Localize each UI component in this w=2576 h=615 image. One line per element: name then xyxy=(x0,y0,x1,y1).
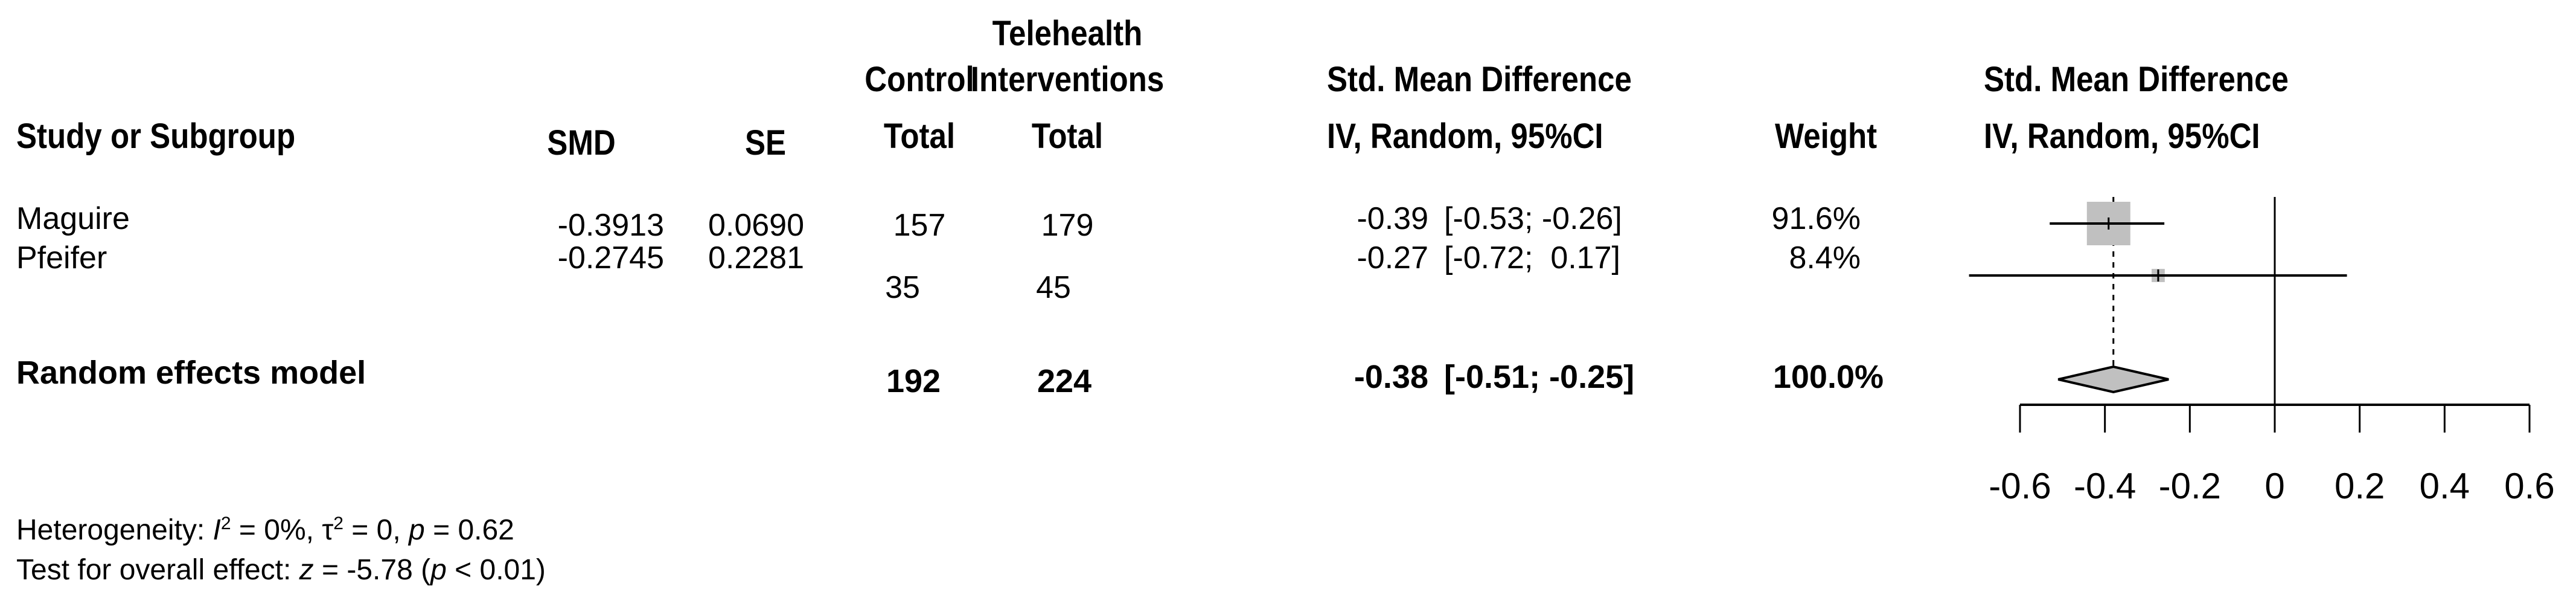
x-tick-label: 0.4 xyxy=(2419,466,2470,506)
effect-ci: [-0.72; 0.17] xyxy=(1444,240,1620,275)
header-tele-bottom: Total xyxy=(1031,117,1104,156)
overall-effect-text: Test for overall effect: z = -5.78 (p < … xyxy=(16,554,546,586)
header-se: SE xyxy=(744,123,787,163)
header-plot-bottom: IV, Random, 95%CI xyxy=(1984,117,2260,156)
control-total: 35 xyxy=(885,270,920,305)
header-study: Study or Subgroup xyxy=(16,117,296,156)
weight-value: 8.4% xyxy=(1789,240,1861,275)
tele-total: 45 xyxy=(1036,270,1071,305)
header-tele-top2: Interventions xyxy=(970,60,1165,99)
header-control-bottom: Total xyxy=(883,117,956,156)
header-smd: SMD xyxy=(547,123,616,163)
x-tick-label: 0.6 xyxy=(2504,466,2555,506)
x-tick-label: 0.2 xyxy=(2334,466,2385,506)
header-tele-top1: Telehealth xyxy=(992,14,1143,53)
heterogeneity-text: Heterogeneity: I2 = 0%, τ2 = 0, p = 0.62 xyxy=(16,514,514,546)
se-value: 0.0690 xyxy=(708,208,804,243)
header-weight: Weight xyxy=(1775,117,1878,156)
x-tick-label: -0.4 xyxy=(2073,466,2137,506)
x-tick-label: 0 xyxy=(2264,466,2285,506)
study-name: Maguire xyxy=(16,201,130,236)
study-name: Pfeifer xyxy=(16,240,107,275)
pooled-tele-total: 224 xyxy=(1037,363,1092,399)
pooled-ci: [-0.51; -0.25] xyxy=(1444,359,1635,395)
weight-value: 91.6% xyxy=(1771,201,1861,236)
header-effect-bottom: IV, Random, 95%CI xyxy=(1327,117,1603,156)
control-total: 157 xyxy=(893,208,946,243)
header-control-top: Control xyxy=(865,60,974,99)
header-effect-top: Std. Mean Difference xyxy=(1327,60,1632,99)
pooled-control-total: 192 xyxy=(886,363,941,399)
pooled-weight: 100.0% xyxy=(1772,359,1884,395)
pooled-estimate: -0.38 xyxy=(1354,359,1428,395)
tele-total: 179 xyxy=(1041,208,1094,243)
effect-ci: [-0.53; -0.26] xyxy=(1444,201,1622,236)
se-value: 0.2281 xyxy=(708,240,804,275)
x-tick-label: -0.6 xyxy=(1989,466,2051,506)
smd-value: -0.3913 xyxy=(557,208,664,243)
effect-estimate: -0.27 xyxy=(1357,240,1428,275)
pooled-label: Random effects model xyxy=(16,355,366,391)
x-tick-label: -0.2 xyxy=(2158,466,2222,506)
pooled-diamond xyxy=(2057,365,2169,394)
header-plot-top: Std. Mean Difference xyxy=(1984,60,2289,99)
effect-estimate: -0.39 xyxy=(1357,201,1428,236)
smd-value: -0.2745 xyxy=(557,240,664,275)
